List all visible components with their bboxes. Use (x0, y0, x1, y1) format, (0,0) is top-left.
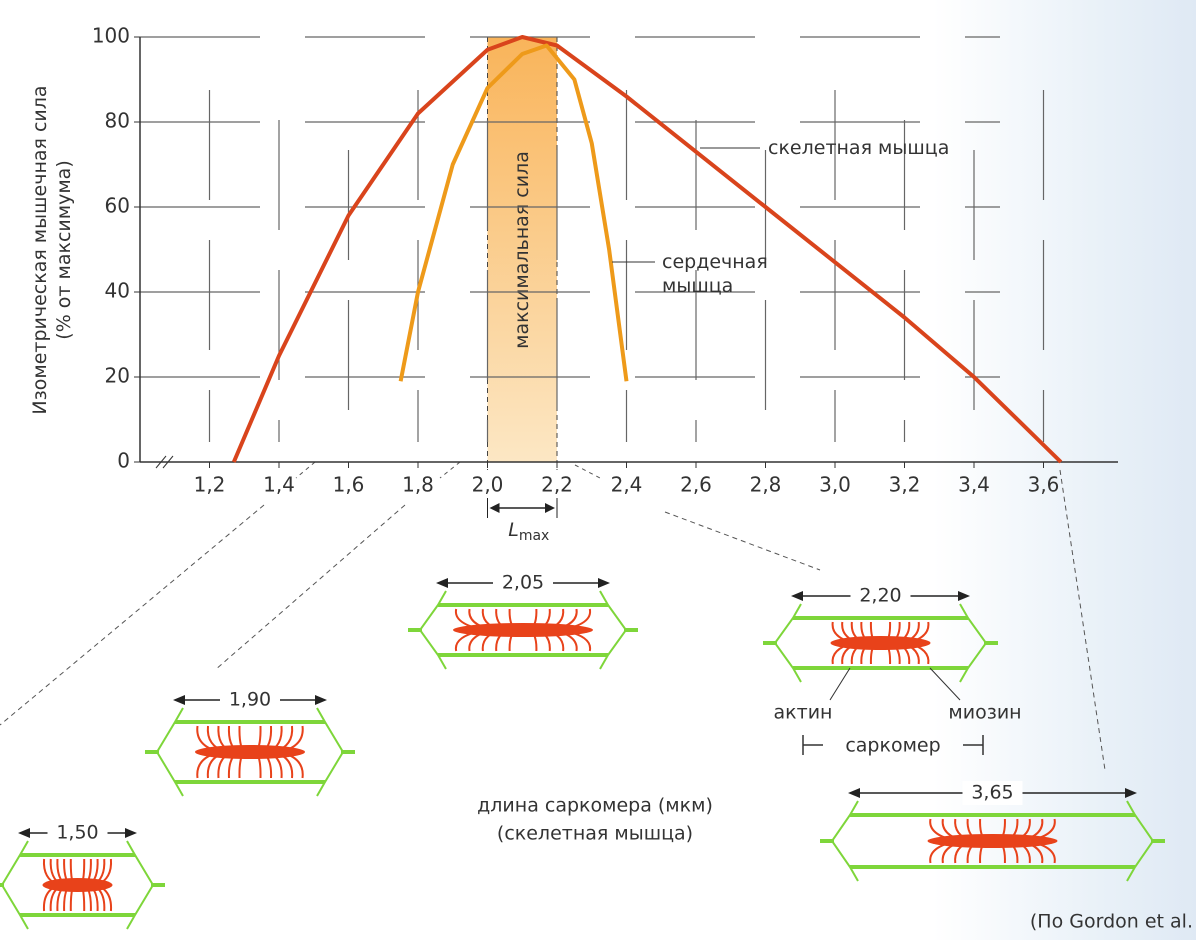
sarcomere-length: 1,90 (229, 689, 271, 711)
z-line (775, 604, 801, 682)
x-tick-label: 2,8 (750, 473, 782, 497)
caption: (скелетная мышца) (497, 823, 693, 845)
sarcomere-length: 2,05 (502, 572, 544, 594)
x-tick-label: 2,2 (541, 473, 573, 497)
sarcomere-label: саркомер (845, 735, 940, 757)
y-axis-label-line: Изометрическая мышечная сила (29, 85, 51, 414)
lmax-subscript: max (519, 528, 550, 544)
y-axis-label-line: (% от максимума) (53, 160, 75, 339)
caption: длина саркомера (мкм) (477, 795, 713, 817)
x-tick-label: 2,6 (680, 473, 712, 497)
x-tick-label: 1,6 (333, 473, 365, 497)
connector (215, 505, 405, 670)
myosin-filament (928, 834, 1058, 848)
lmax-letter: L (508, 519, 519, 541)
sarcomere-length: 3,65 (971, 782, 1013, 804)
connector (665, 512, 820, 570)
x-tick-label: 2,4 (611, 473, 643, 497)
sarcomere: 2,20 (763, 584, 998, 682)
source: (По Gordon et al. (1030, 911, 1193, 933)
z-line (420, 591, 446, 669)
connector (296, 462, 315, 478)
sarcomere-length: 2,20 (859, 585, 901, 607)
series-line (234, 37, 1061, 462)
z-line (600, 591, 626, 669)
series-label: скелетная мышца (768, 136, 1028, 160)
series-label: сердечная мышца (662, 250, 782, 298)
leader (930, 668, 960, 700)
y-tick-label: 40 (105, 279, 130, 303)
connector (440, 462, 460, 478)
x-tick-label: 3,6 (1028, 473, 1060, 497)
y-tick-label: 60 (105, 194, 130, 218)
myosin-filament (831, 636, 931, 650)
connector (575, 465, 600, 478)
myosin-filament (195, 745, 305, 759)
x-tick-label: 1,8 (402, 473, 434, 497)
myosin-label: миозин (948, 702, 1021, 724)
connector (1060, 470, 1105, 770)
band-label: максимальная сила (511, 151, 533, 349)
myosin-filament (453, 623, 593, 637)
x-tick-label: 3,4 (958, 473, 990, 497)
x-tick-label: 2,0 (472, 473, 504, 497)
lmax-label: Lmax (508, 519, 549, 545)
actin-label: актин (774, 702, 833, 724)
sarcomere: 1,50 (0, 821, 165, 929)
page: максимальная сила 0 20 40 60 80 100 1,2 1,4 1,6 1,… (0, 0, 1196, 940)
sarcomere-length: 1,50 (56, 822, 98, 844)
sarcomere: 1,90 (145, 688, 355, 796)
y-tick-label: 100 (92, 24, 130, 48)
sarcomere: 2,05 (408, 571, 638, 669)
sarcomere: 3,65 (820, 781, 1165, 881)
myosin-filament (43, 878, 113, 892)
y-tick-label: 80 (105, 109, 130, 133)
leader (830, 668, 850, 700)
y-tick-label: 20 (105, 364, 130, 388)
x-tick-label: 3,2 (889, 473, 921, 497)
x-tick-label: 3,0 (819, 473, 851, 497)
z-line (960, 604, 986, 682)
y-tick-label: 0 (117, 449, 130, 473)
y-axis-label: Изометрическая мышечная сила(% от максим… (29, 85, 75, 414)
x-tick-label: 1,4 (263, 473, 295, 497)
x-tick-label: 1,2 (194, 473, 226, 497)
